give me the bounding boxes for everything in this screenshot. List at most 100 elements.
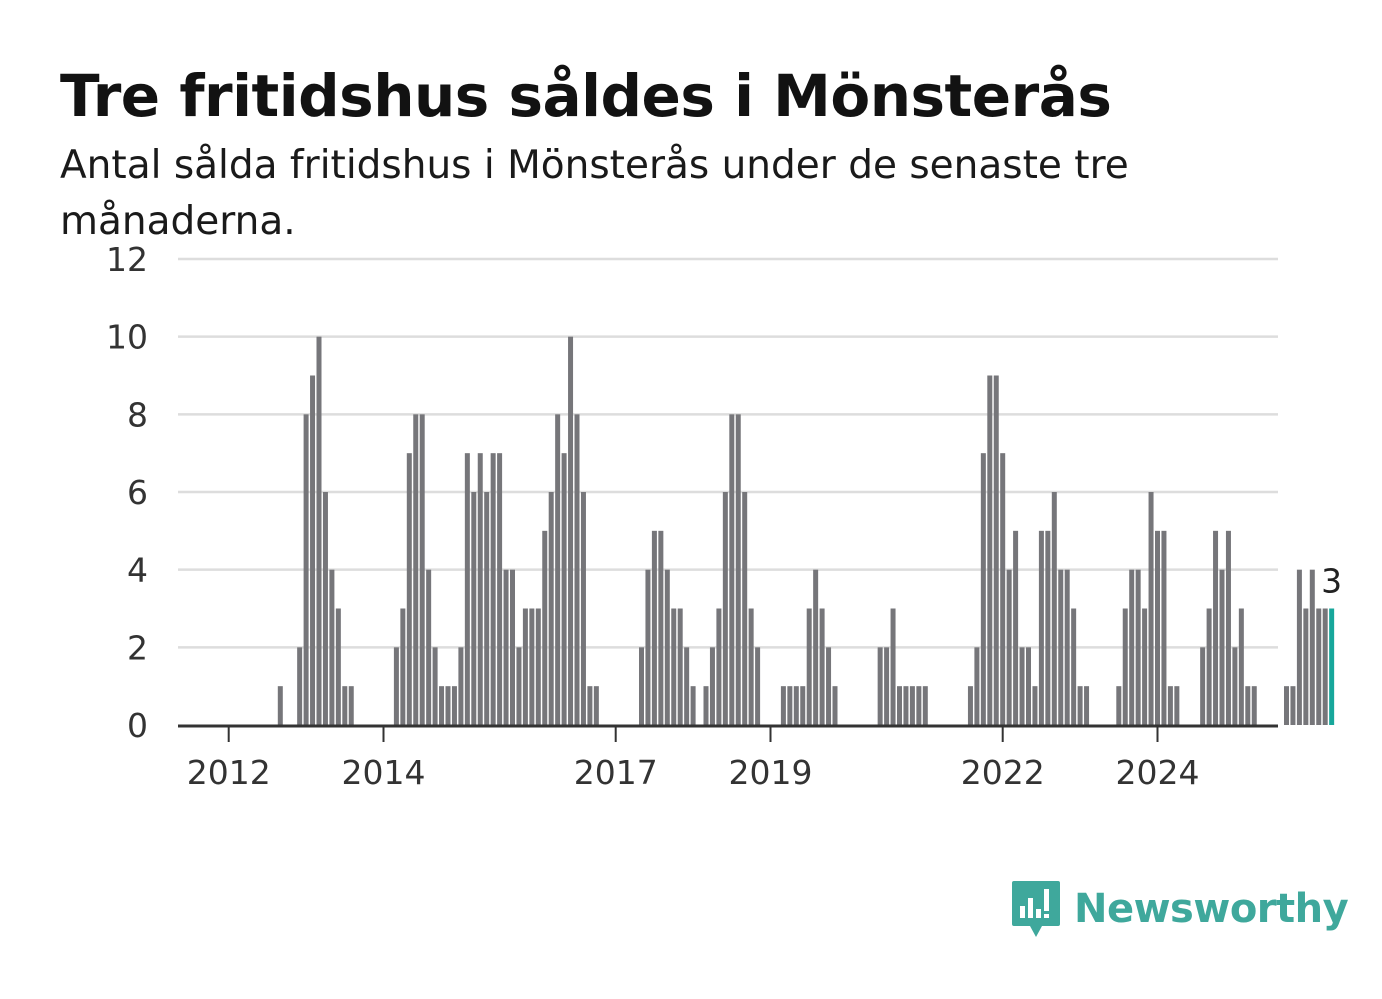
bar bbox=[1071, 608, 1077, 725]
y-tick-label: 6 bbox=[127, 473, 148, 512]
bar bbox=[587, 686, 593, 725]
gridlines bbox=[178, 257, 1278, 649]
x-tick-label: 2014 bbox=[342, 753, 426, 792]
bar bbox=[329, 569, 335, 725]
bar bbox=[568, 336, 574, 725]
bar bbox=[684, 647, 690, 725]
bar bbox=[800, 686, 806, 725]
bar bbox=[432, 647, 438, 725]
bar bbox=[400, 608, 406, 725]
bar bbox=[1032, 686, 1038, 725]
bar bbox=[503, 569, 509, 725]
bar bbox=[1026, 647, 1031, 725]
x-axis-tick-labels: 2012 2014 2017 2019 2022 2024 bbox=[187, 753, 1200, 792]
bar bbox=[974, 647, 980, 725]
bar bbox=[1116, 686, 1122, 725]
bar bbox=[477, 453, 483, 725]
bar bbox=[709, 647, 715, 725]
bar bbox=[677, 608, 683, 725]
bar bbox=[1206, 608, 1212, 725]
bar bbox=[826, 647, 832, 725]
bar bbox=[1058, 569, 1064, 725]
bar bbox=[348, 686, 354, 725]
latest-value-label: 3 bbox=[1321, 562, 1342, 601]
bar bbox=[1213, 530, 1219, 725]
y-tick-label: 10 bbox=[106, 318, 148, 357]
bar bbox=[1129, 569, 1135, 725]
bar bbox=[1000, 453, 1006, 725]
bar bbox=[755, 647, 761, 725]
x-tick-label: 2017 bbox=[574, 753, 658, 792]
bar bbox=[690, 686, 696, 725]
bar bbox=[1084, 686, 1090, 725]
annotations: 3 bbox=[1321, 562, 1342, 601]
bar bbox=[393, 647, 399, 725]
bar bbox=[516, 647, 522, 725]
bar bbox=[580, 492, 586, 725]
bar bbox=[703, 686, 709, 725]
bar bbox=[1309, 569, 1315, 725]
bar bbox=[419, 414, 425, 725]
bar bbox=[1296, 569, 1302, 725]
bar bbox=[593, 686, 599, 725]
bar bbox=[1251, 686, 1257, 725]
bar bbox=[1316, 608, 1322, 725]
x-tick-label: 2022 bbox=[961, 753, 1045, 792]
bar bbox=[1155, 530, 1160, 725]
bar bbox=[1167, 686, 1173, 725]
bar bbox=[1013, 530, 1019, 725]
bar bbox=[1135, 569, 1141, 725]
bar bbox=[1161, 530, 1167, 725]
bar bbox=[909, 686, 915, 725]
bar bbox=[1238, 608, 1244, 725]
bar bbox=[748, 608, 754, 725]
bar bbox=[645, 569, 651, 725]
y-tick-label: 12 bbox=[106, 240, 148, 279]
bar bbox=[439, 686, 445, 725]
bar bbox=[884, 647, 890, 725]
y-tick-label: 4 bbox=[127, 551, 148, 590]
bar bbox=[555, 414, 561, 725]
bar bbox=[1045, 530, 1051, 725]
bar bbox=[406, 453, 412, 725]
bar bbox=[1200, 647, 1206, 725]
bar bbox=[780, 686, 786, 725]
bar bbox=[451, 686, 457, 725]
bar bbox=[497, 453, 503, 725]
bar bbox=[458, 647, 464, 725]
bar bbox=[1303, 608, 1309, 725]
bar bbox=[1038, 530, 1044, 725]
bar bbox=[297, 647, 303, 725]
bar bbox=[1142, 608, 1148, 725]
bar bbox=[897, 686, 902, 725]
bar bbox=[303, 414, 309, 725]
bar bbox=[735, 414, 741, 725]
bar bbox=[522, 608, 528, 725]
bar bbox=[445, 686, 451, 725]
bar bbox=[1019, 647, 1025, 725]
bar bbox=[819, 608, 825, 725]
bar bbox=[793, 686, 799, 725]
bar bbox=[651, 530, 657, 725]
bar bbox=[832, 686, 838, 725]
bar bbox=[890, 608, 896, 725]
bar bbox=[464, 453, 470, 725]
bar bbox=[903, 686, 909, 725]
bar bbox=[471, 492, 477, 725]
y-axis-tick-labels: 0 2 4 6 8 10 12 bbox=[106, 240, 148, 745]
bar bbox=[529, 608, 535, 725]
newsworthy-logo: Newsworthy bbox=[1010, 878, 1349, 940]
bar bbox=[542, 530, 548, 725]
x-tick-label: 2019 bbox=[729, 753, 813, 792]
bar bbox=[1174, 686, 1180, 725]
bar bbox=[671, 608, 677, 725]
bar bbox=[548, 492, 554, 725]
bar bbox=[967, 686, 973, 725]
bar bbox=[987, 375, 993, 725]
bar bbox=[426, 569, 432, 725]
bar bbox=[993, 375, 999, 725]
bar bbox=[877, 647, 883, 725]
bar bbox=[561, 453, 567, 725]
bar bbox=[1064, 569, 1070, 725]
